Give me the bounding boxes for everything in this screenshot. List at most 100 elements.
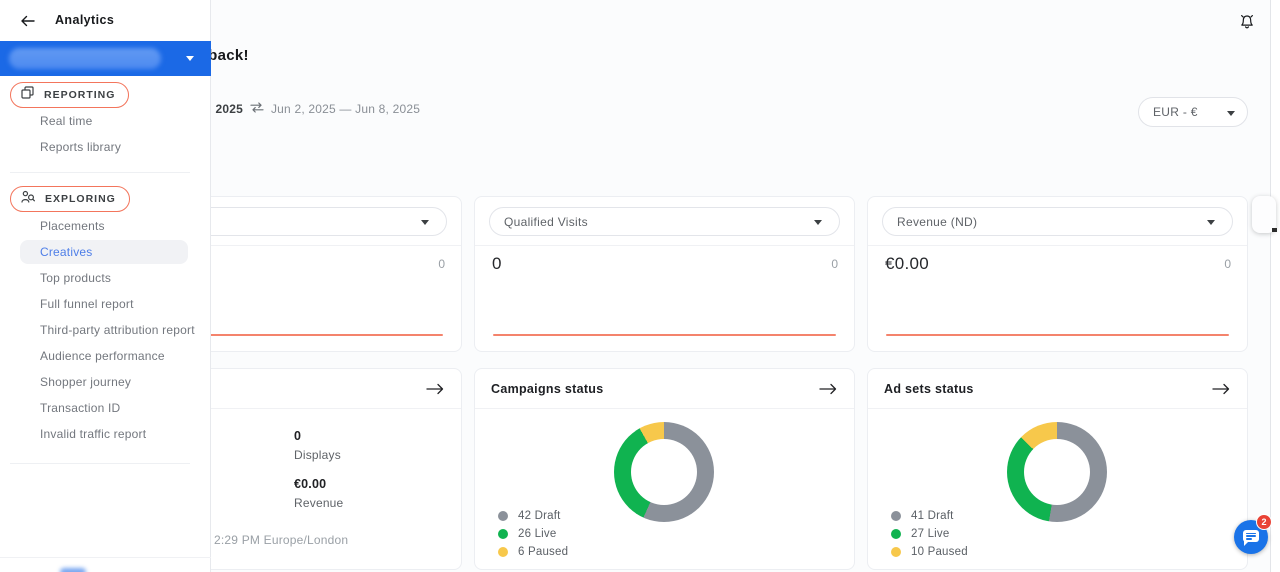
stat-revenue: €0.00 Revenue [294, 477, 343, 510]
legend-label: 10 Paused [911, 546, 968, 558]
metric-card: Qualified Visits 0 0 [474, 196, 855, 352]
live-stats: 0 Displays €0.00 Revenue [294, 429, 343, 510]
metric-axis-max: 0 [1224, 257, 1231, 271]
sparkline-chart [100, 334, 443, 336]
legend-label: 6 Paused [518, 546, 569, 558]
sidebar-item-transaction-id[interactable]: Transaction ID [40, 401, 121, 415]
back-arrow-icon[interactable] [20, 14, 35, 27]
divider [10, 463, 190, 464]
exploring-items: Placements Creatives Top products Full f… [0, 213, 211, 447]
legend-item: 27 Live [891, 525, 968, 543]
sidebar: Analytics REPORTING Real time Reports li… [0, 0, 211, 572]
metric-axis-max: 0 [438, 257, 445, 271]
sidebar-item-reports-library[interactable]: Reports library [40, 140, 122, 154]
stat-value: €0.00 [294, 477, 327, 491]
legend-item: 42 Draft [498, 507, 568, 525]
chart-legend: 41 Draft 27 Live 10 Paused [891, 507, 968, 561]
resize-handle[interactable] [1272, 228, 1277, 232]
card-title: Campaigns status [491, 381, 604, 396]
sidebar-item-invalid-traffic-report[interactable]: Invalid traffic report [40, 427, 147, 441]
metric-total: €0.00 [885, 254, 930, 273]
legend-dot-paused [891, 547, 901, 557]
sidebar-item-placements[interactable]: Placements [40, 219, 105, 233]
legend-label: 42 Draft [518, 510, 561, 522]
section-label: EXPLORING [45, 193, 116, 205]
chevron-down-icon [814, 220, 822, 225]
legend-label: 41 Draft [911, 510, 954, 522]
arrow-right-icon[interactable] [1212, 383, 1231, 395]
legend-dot-draft [891, 511, 901, 521]
metric-select[interactable]: Qualified Visits [489, 207, 840, 236]
legend-item: 26 Live [498, 525, 568, 543]
legend-dot-paused [498, 547, 508, 557]
active-item-highlight [20, 240, 188, 264]
campaigns-status-card: Campaigns status 42 Draft 26 Live [474, 368, 855, 570]
chat-bubble-tail [1244, 541, 1249, 546]
chat-bubble-icon [1243, 530, 1259, 542]
person-search-icon [21, 190, 35, 208]
metric-card: Revenue (ND) €0.00 0 [867, 196, 1248, 352]
metric-card-header: Revenue (ND) [868, 197, 1247, 246]
sidebar-item-top-products[interactable]: Top products [40, 271, 112, 285]
account-selector[interactable] [0, 41, 211, 76]
chevron-down-icon [1207, 220, 1215, 225]
metric-card-header: Qualified Visits [475, 197, 854, 246]
sparkline-chart [493, 334, 836, 336]
campaigns-donut-chart [614, 422, 714, 522]
scrollbar-thumb[interactable] [1252, 196, 1276, 233]
legend-dot-live [498, 529, 508, 539]
stat-label: Revenue [294, 496, 344, 510]
legend-item: 10 Paused [891, 543, 968, 561]
arrow-right-icon[interactable] [819, 383, 838, 395]
divider [0, 557, 211, 558]
metric-select-value: Revenue (ND) [897, 214, 978, 229]
arrow-right-icon[interactable] [426, 383, 445, 395]
notifications-bell-icon[interactable] [1238, 13, 1256, 31]
legend-label: 27 Live [911, 528, 950, 540]
sidebar-item-third-party-attribution-report[interactable]: Third-party attribution report [40, 323, 195, 337]
sidebar-section-exploring[interactable]: EXPLORING [10, 186, 130, 212]
sidebar-section-reporting[interactable]: REPORTING [10, 82, 130, 108]
card-header: Campaigns status [475, 369, 854, 409]
sidebar-item-full-funnel-report[interactable]: Full funnel report [40, 297, 134, 311]
sidebar-title: Analytics [55, 13, 115, 27]
metric-axis-max: 0 [831, 257, 838, 271]
content-edge-divider [1270, 0, 1271, 572]
stat-label: Displays [294, 448, 341, 462]
metric-total: 0 [492, 254, 502, 273]
card-header: Ad sets status [868, 369, 1247, 409]
stat-displays: 0 Displays [294, 429, 343, 462]
account-name-redacted [9, 48, 161, 69]
currency-select[interactable]: EUR - € [1138, 97, 1248, 127]
stat-value: 0 [294, 429, 302, 443]
sidebar-item-real-time[interactable]: Real time [40, 114, 93, 128]
user-avatar[interactable] [60, 568, 86, 572]
sidebar-item-shopper-journey[interactable]: Shopper journey [40, 375, 132, 389]
chevron-down-icon [186, 56, 194, 61]
swap-arrows-icon [250, 100, 264, 118]
legend-item: 41 Draft [891, 507, 968, 525]
chevron-down-icon [421, 220, 429, 225]
divider [10, 172, 190, 173]
metric-select[interactable]: Revenue (ND) [882, 207, 1233, 236]
pages-icon [21, 86, 34, 104]
legend-dot-draft [498, 511, 508, 521]
card-title: Ad sets status [884, 381, 974, 396]
reporting-items: Real time Reports library [0, 108, 211, 160]
unread-count-badge: 2 [1256, 514, 1272, 530]
sidebar-item-creatives[interactable]: Creatives [0, 239, 211, 265]
currency-select-value: EUR - € [1153, 105, 1198, 119]
sidebar-item-audience-performance[interactable]: Audience performance [40, 349, 165, 363]
chart-legend: 42 Draft 26 Live 6 Paused [498, 507, 568, 561]
legend-dot-live [891, 529, 901, 539]
chat-fab-button[interactable]: 2 [1234, 514, 1272, 554]
sparkline-chart [886, 334, 1229, 336]
chevron-down-icon [1227, 111, 1235, 116]
legend-label: 26 Live [518, 528, 557, 540]
last-update-timestamp: 2:29 PM Europe/London [214, 533, 349, 547]
right-gutter [1271, 0, 1280, 572]
metric-select-value: Qualified Visits [504, 214, 588, 229]
adsets-donut-chart [1007, 422, 1107, 522]
